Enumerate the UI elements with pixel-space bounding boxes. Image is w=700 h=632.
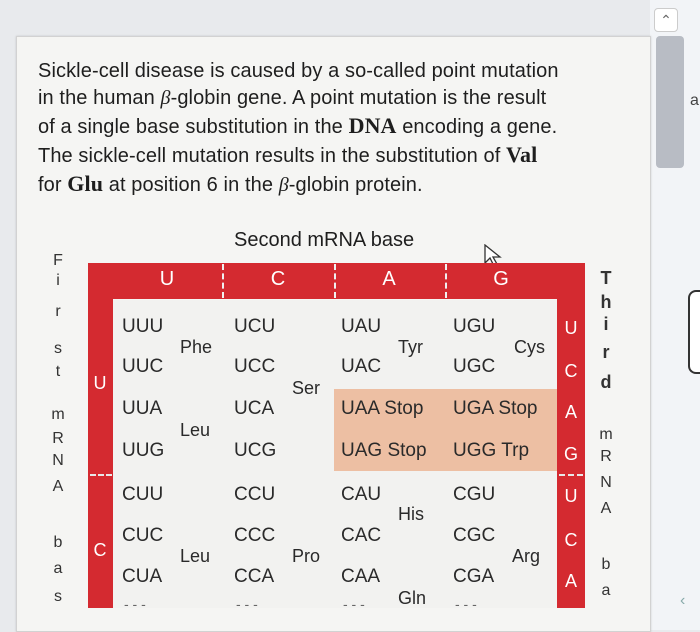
codon-stop: UAA Stop [341, 398, 424, 419]
codon: UCU [234, 316, 276, 337]
third-base-letter: C [564, 530, 578, 550]
third-base-label-letter: T [600, 268, 612, 288]
problem-line-3: of a single base substitution in the DNA… [38, 113, 558, 138]
first-base-column [88, 263, 113, 608]
first-base-label-letter: i [56, 272, 60, 289]
codon: CCU [234, 484, 276, 505]
codon: UUC [122, 356, 164, 377]
first-base-label-letter: F [53, 252, 63, 269]
second-base-a: A [382, 268, 396, 290]
codon: UAC [341, 356, 382, 377]
codon-stop: UAG Stop [341, 440, 427, 461]
offscreen-panel-edge [688, 290, 700, 374]
second-base-c: C [270, 268, 286, 290]
third-base-label-letter: i [603, 314, 609, 334]
header-divider [445, 264, 447, 298]
amino-acid-label: Leu [180, 420, 211, 440]
stop-codon-highlight [334, 389, 557, 471]
chevron-left-icon[interactable]: ‹ [680, 592, 686, 609]
first-base-label-letter: R [52, 430, 64, 447]
offscreen-fragment: a [690, 92, 699, 109]
third-base-letter: U [564, 486, 578, 506]
problem-text: Sickle-cell disease is caused by a so-ca… [38, 58, 628, 199]
third-base-letter: A [564, 402, 577, 422]
amino-acid-label: Cys [514, 337, 545, 357]
first-base-c: C [93, 540, 107, 560]
codon: CUA [122, 566, 163, 587]
codon: CUU [122, 484, 164, 505]
first-base-label-letter: s [54, 340, 62, 357]
amino-acid-label: Pro [292, 546, 321, 566]
third-base-label-letter: A [600, 500, 612, 517]
third-base-column [557, 300, 585, 608]
third-base-letter: U [564, 318, 578, 338]
codon: CUC [122, 525, 164, 546]
codon: CGU [453, 484, 496, 505]
truncated-row: - - - [343, 596, 365, 612]
scrollbar-thumb[interactable] [656, 36, 684, 168]
codon: UUU [122, 316, 164, 337]
first-base-u: U [93, 373, 107, 393]
first-base-label-letter: N [52, 452, 64, 469]
header-divider [334, 264, 336, 298]
problem-line-1: Sickle-cell disease is caused by a so-ca… [38, 60, 559, 82]
third-base-label-letter: h [600, 292, 612, 312]
first-base-label-letter: A [52, 478, 64, 495]
codon: CAU [341, 484, 382, 505]
codon: CCA [234, 566, 275, 587]
third-base-label-letter: N [600, 474, 612, 491]
problem-line-2: in the human β-globin gene. A point muta… [38, 87, 547, 109]
codon: UUG [122, 440, 165, 461]
third-base-label-letter: a [601, 582, 611, 599]
header-corner [557, 263, 585, 300]
codon: UUA [122, 398, 163, 419]
row-divider [90, 474, 112, 476]
second-base-title: Second mRNA base [234, 229, 415, 251]
codon: UCG [234, 440, 277, 461]
codon: UAU [341, 316, 382, 337]
codon: UCC [234, 356, 276, 377]
third-base-label-letter: r [602, 342, 610, 362]
amino-acid-label: Ser [292, 378, 321, 398]
first-base-label-letter: r [55, 303, 61, 320]
amino-acid-label: Phe [180, 337, 213, 357]
third-base-letter: A [564, 571, 577, 591]
codon-stop: UGA Stop [453, 398, 538, 419]
third-base-label-letter: d [600, 372, 612, 392]
problem-line-4: The sickle-cell mutation results in the … [38, 142, 538, 167]
first-base-label-letter: t [55, 363, 61, 380]
third-base-letter: G [563, 444, 578, 464]
codon: CGC [453, 525, 496, 546]
codon: CCC [234, 525, 276, 546]
codon: CAA [341, 566, 381, 587]
third-base-label-letter: R [600, 448, 612, 465]
truncated-row: - - - [236, 596, 258, 612]
header-divider [222, 264, 224, 298]
problem-line-5: for Glu at position 6 in the β-globin pr… [38, 171, 423, 196]
codon: UGC [453, 356, 496, 377]
chevron-up-icon[interactable]: ⌃ [654, 8, 678, 32]
codon: UGG Trp [453, 440, 530, 461]
row-divider [559, 474, 583, 476]
first-base-label-letter: a [53, 560, 63, 577]
third-base-label-letter: b [601, 556, 611, 573]
codon: UCA [234, 398, 275, 419]
codon: CAC [341, 525, 382, 546]
codon: CGA [453, 566, 495, 587]
first-base-label-letter: b [53, 534, 63, 551]
third-base-label-letter: m [599, 426, 613, 443]
codon: UGU [453, 316, 496, 337]
second-base-g: G [493, 268, 509, 290]
amino-acid-label: Gln [398, 588, 427, 608]
amino-acid-label: Tyr [398, 337, 423, 357]
truncated-row: - - - [455, 596, 477, 612]
amino-acid-label: Leu [180, 546, 211, 566]
second-base-u: U [159, 268, 175, 290]
amino-acid-label: Arg [512, 546, 541, 566]
first-base-label-letter: m [51, 406, 65, 423]
amino-acid-label: His [398, 504, 424, 524]
third-base-letter: C [564, 361, 578, 381]
first-base-label-letter: s [54, 588, 62, 605]
truncated-row: - - - [124, 596, 146, 612]
